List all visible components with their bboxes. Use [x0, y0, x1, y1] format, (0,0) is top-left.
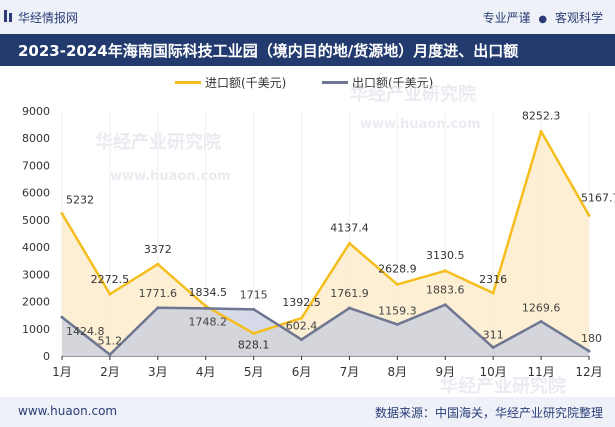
import-value-label: 1834.5	[188, 286, 227, 299]
title-bar: 2023-2024年海南国际科技工业园（境内目的地/货源地）月度进、出口额	[0, 34, 615, 66]
import-point	[443, 269, 447, 273]
watermark-2: www.huaon.com	[110, 169, 231, 184]
export-point	[491, 346, 495, 350]
export-point	[443, 303, 447, 307]
import-point	[204, 304, 208, 308]
export-value-label: 1761.9	[330, 287, 369, 300]
watermark-4: 华经产业研究院	[440, 375, 566, 397]
y-tick-label: 3000	[22, 268, 50, 281]
export-value-label: 1715	[240, 288, 268, 301]
import-value-label: 828.1	[238, 338, 270, 351]
watermark-1: 华经产业研究院	[350, 83, 476, 105]
import-value-label: 3130.5	[426, 249, 465, 262]
footer-source: 数据来源：中国海关，华经产业研究院整理	[374, 406, 603, 420]
slogan-tag-1: 专业严谨	[482, 11, 531, 25]
top-bar: 华经情报网 专业严谨 ● 客观科学	[0, 0, 615, 34]
watermark-3: www.huaon.com	[360, 117, 481, 132]
import-point	[108, 292, 112, 296]
export-point	[539, 319, 543, 323]
y-tick-label: 6000	[22, 187, 50, 200]
export-value-label: 51.2	[98, 335, 123, 348]
y-tick-label: 8000	[22, 132, 50, 145]
export-point	[252, 307, 256, 311]
import-value-label: 5232	[66, 194, 94, 207]
x-tick-label: 1月	[52, 365, 72, 379]
import-line	[60, 130, 591, 335]
y-tick-label: 9000	[22, 105, 50, 118]
import-point	[539, 129, 543, 133]
export-point	[395, 322, 399, 326]
x-tick-label: 12月	[575, 365, 602, 379]
import-point	[60, 212, 64, 216]
legend-export-swatch	[322, 81, 348, 84]
x-tick-label: 7月	[340, 365, 360, 379]
x-tick-label: 6月	[292, 365, 312, 379]
import-point	[587, 213, 591, 217]
import-value-label: 2628.9	[378, 262, 417, 275]
x-tick-label: 4月	[196, 365, 216, 379]
import-value-label: 8252.3	[522, 109, 561, 122]
export-value-label: 1748.2	[188, 315, 227, 328]
export-point	[108, 353, 112, 357]
x-tick-label: 10月	[480, 365, 507, 379]
import-value-label: 5167.7	[581, 191, 615, 204]
x-tick-label: 2月	[100, 365, 120, 379]
legend-item-export[interactable]: 出口额(千美元)	[322, 74, 433, 91]
y-tick-label: 0	[43, 350, 50, 363]
y-tick-label: 7000	[22, 159, 50, 172]
chart-title: 2023-2024年海南国际科技工业园（境内目的地/货源地）月度进、出口额	[18, 42, 519, 60]
legend-item-import[interactable]: 进口额(千美元)	[175, 74, 286, 91]
slogan-dot-icon: ●	[538, 14, 548, 25]
x-tick-label: 5月	[244, 365, 264, 379]
x-tick-label: 3月	[148, 365, 168, 379]
export-point	[156, 306, 160, 310]
import-value-label: 1392.5	[282, 296, 321, 309]
export-point	[347, 306, 351, 310]
import-point	[252, 331, 256, 335]
brand-logo-icon	[4, 10, 12, 22]
import-point	[156, 262, 160, 266]
export-point	[587, 349, 591, 353]
x-tick-label: 9月	[435, 365, 455, 379]
y-tick-label: 5000	[22, 214, 50, 227]
import-point	[395, 282, 399, 286]
export-value-label: 1269.6	[522, 301, 561, 314]
export-value-label: 180	[581, 332, 602, 345]
export-value-label: 311	[483, 329, 504, 342]
export-value-label: 1159.3	[378, 304, 417, 317]
import-value-label: 4137.4	[330, 221, 369, 234]
brand-name[interactable]: 华经情报网	[18, 11, 79, 25]
import-value-label: 2316	[479, 273, 507, 286]
export-line	[61, 303, 590, 356]
export-value-label: 1883.6	[426, 284, 465, 297]
import-area	[62, 131, 589, 356]
footer-bar: www.huaon.com 数据来源：中国海关，华经产业研究院整理	[0, 397, 615, 427]
y-tick-label: 2000	[22, 296, 50, 309]
export-value-label: 1424.8	[66, 325, 105, 338]
import-value-label: 3372	[144, 243, 172, 256]
chart-area: 华经产业研究院华经产业研究院www.huaon.comwww.huaon.com…	[22, 83, 615, 397]
legend-import-label: 进口额(千美元)	[205, 76, 287, 90]
export-point	[204, 306, 208, 310]
y-tick-label: 1000	[22, 323, 50, 336]
x-tick-label: 11月	[527, 365, 554, 379]
legend-export-label: 出口额(千美元)	[352, 76, 434, 90]
export-value-label: 1771.6	[139, 287, 178, 300]
footer-site-link[interactable]: www.huaon.com	[18, 404, 118, 418]
chart-legend: 进口额(千美元) 出口额(千美元)	[0, 74, 615, 92]
import-point	[491, 291, 495, 295]
import-point	[347, 241, 351, 245]
export-point	[300, 338, 304, 342]
slogan-tag-2: 客观科学	[554, 11, 603, 25]
export-point	[60, 315, 64, 319]
export-value-label: 602.4	[286, 320, 318, 333]
import-point	[300, 316, 304, 320]
import-value-label: 2272.5	[91, 273, 130, 286]
slogan: 专业严谨 ● 客观科学	[483, 9, 603, 26]
export-area	[62, 304, 589, 356]
x-tick-label: 8月	[388, 365, 408, 379]
y-tick-label: 4000	[22, 241, 50, 254]
legend-import-swatch	[175, 81, 201, 84]
